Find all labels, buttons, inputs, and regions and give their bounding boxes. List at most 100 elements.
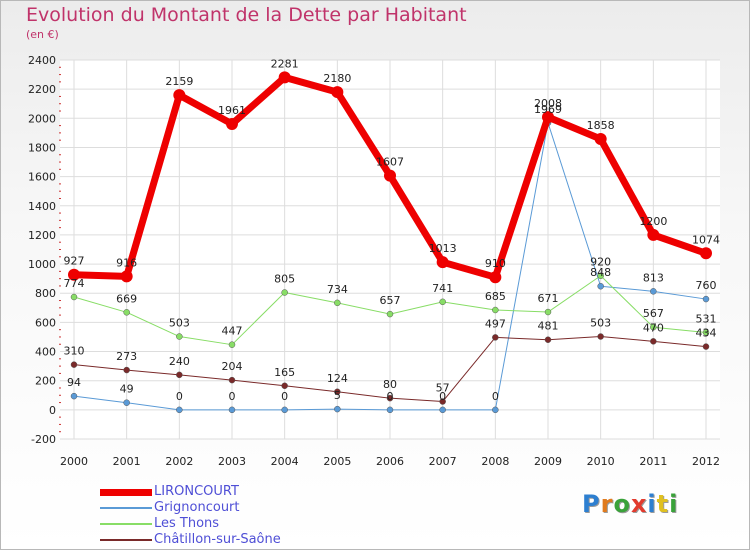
y-minor-tick <box>59 219 61 221</box>
y-minor-tick <box>59 95 61 97</box>
y-tick-label: 1400 <box>28 200 56 213</box>
data-point <box>176 333 183 340</box>
data-label: 685 <box>485 290 506 303</box>
y-minor-tick <box>59 300 61 302</box>
data-point <box>334 299 341 307</box>
y-tick-label: 1600 <box>28 171 56 184</box>
x-tick-label: 2000 <box>60 455 88 468</box>
data-label: 124 <box>327 372 348 385</box>
y-minor-tick <box>59 241 61 243</box>
legend-item: Châtillon-sur-Saône <box>100 532 281 548</box>
data-label: 1074 <box>692 233 720 246</box>
y-minor-tick <box>59 307 61 309</box>
data-point <box>386 394 394 402</box>
data-point <box>331 86 344 99</box>
data-point <box>594 133 607 146</box>
data-point <box>123 366 130 374</box>
data-point <box>439 298 446 306</box>
data-label: 1013 <box>429 242 457 255</box>
legend-item: Les Thons <box>100 516 281 532</box>
y-tick-label: 2000 <box>28 112 56 125</box>
x-tick-label: 2012 <box>692 455 720 468</box>
data-point <box>281 382 288 390</box>
data-label: 916 <box>116 256 137 269</box>
data-label: 1858 <box>587 119 615 132</box>
logo-letter: o <box>613 490 631 518</box>
data-label: 165 <box>274 366 295 379</box>
data-label: 1961 <box>218 104 246 117</box>
logo-letter: x <box>630 490 648 518</box>
y-tick-label: 400 <box>35 346 56 359</box>
y-minor-tick <box>59 402 61 404</box>
data-label: 0 <box>176 390 183 403</box>
y-minor-tick <box>59 358 61 360</box>
chart-title: Evolution du Montant de la Dette par Hab… <box>26 4 467 26</box>
data-label: 805 <box>274 273 295 286</box>
y-minor-tick <box>59 183 61 185</box>
data-label: 848 <box>590 266 611 279</box>
data-label: 1200 <box>639 215 667 228</box>
y-minor-tick <box>59 103 61 105</box>
y-tick-label: 600 <box>35 316 56 329</box>
legend-swatch <box>100 507 152 509</box>
data-point <box>492 306 499 314</box>
x-tick-label: 2005 <box>323 455 351 468</box>
x-tick-label: 2009 <box>534 455 562 468</box>
data-point <box>228 376 236 384</box>
data-point <box>176 406 183 414</box>
data-label: 447 <box>222 325 243 338</box>
y-minor-tick <box>59 314 61 316</box>
data-point <box>489 271 502 284</box>
data-point <box>597 272 604 279</box>
legend-item: LIRONCOURT <box>100 484 281 500</box>
y-minor-tick <box>59 431 61 433</box>
y-tick-label: 2200 <box>28 83 56 96</box>
legend-label: Châtillon-sur-Saône <box>154 532 281 547</box>
data-point <box>68 268 80 281</box>
y-minor-tick <box>59 212 61 214</box>
y-minor-tick <box>59 372 61 374</box>
data-point <box>492 406 499 414</box>
legend-label: Grignoncourt <box>154 500 240 515</box>
y-minor-tick <box>59 161 61 163</box>
data-point <box>702 343 710 350</box>
data-point <box>70 392 78 400</box>
y-minor-tick <box>59 285 61 287</box>
x-tick-label: 2001 <box>113 455 141 468</box>
y-minor-tick <box>59 270 61 272</box>
y-minor-tick <box>59 329 61 331</box>
legend-swatch <box>100 539 152 541</box>
data-label: 5 <box>334 389 341 402</box>
y-minor-tick <box>59 365 61 367</box>
legend-item: Grignoncourt <box>100 500 281 516</box>
proxiti-logo: Proxiti <box>582 490 678 518</box>
y-tick-label: 800 <box>35 287 56 300</box>
data-label: 2180 <box>323 72 351 85</box>
x-tick-label: 2011 <box>639 455 667 468</box>
data-label: 760 <box>696 279 717 292</box>
y-tick-label: 1800 <box>28 141 56 154</box>
y-minor-tick <box>59 249 61 250</box>
y-minor-tick <box>59 110 61 112</box>
data-label: 497 <box>485 317 506 330</box>
data-label: 2281 <box>271 57 299 70</box>
x-tick-label: 2002 <box>165 455 193 468</box>
data-label: 774 <box>64 277 85 290</box>
x-tick-label: 2003 <box>218 455 246 468</box>
data-point <box>492 334 499 341</box>
y-tick-label: 2400 <box>28 54 56 67</box>
data-point <box>439 398 446 405</box>
data-label: 273 <box>116 350 137 363</box>
data-label: 741 <box>432 282 453 295</box>
data-point <box>226 117 238 130</box>
logo-letter: P <box>582 490 601 518</box>
data-point <box>70 361 78 368</box>
data-point <box>650 288 657 295</box>
y-tick-label: 1000 <box>28 258 56 271</box>
data-label: 0 <box>387 390 394 403</box>
data-point <box>439 406 446 414</box>
y-minor-tick <box>59 139 61 141</box>
data-point <box>70 293 78 301</box>
data-label: 2159 <box>165 75 193 88</box>
y-minor-tick <box>59 227 61 229</box>
